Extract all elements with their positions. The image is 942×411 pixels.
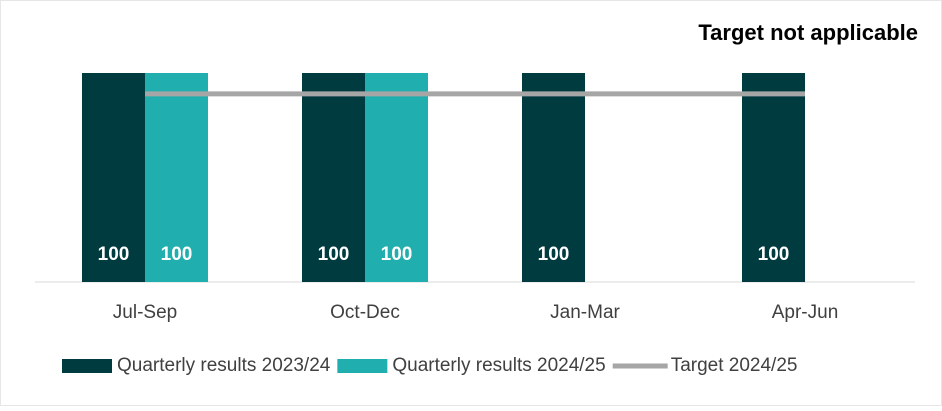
chart-title: Target not applicable <box>698 20 918 45</box>
legend-label: Quarterly results 2024/25 <box>392 355 605 376</box>
bar <box>302 73 365 282</box>
legend-swatch <box>337 359 388 373</box>
x-tick-label: Apr-Jun <box>772 302 839 323</box>
legend-label: Target 2024/25 <box>671 355 798 376</box>
bar <box>82 73 145 282</box>
data-label: 100 <box>538 244 570 265</box>
data-label: 100 <box>98 244 130 265</box>
x-tick-label: Jan-Mar <box>550 302 620 323</box>
x-tick-label: Jul-Sep <box>113 302 177 323</box>
data-label: 100 <box>318 244 350 265</box>
bar <box>742 73 805 282</box>
bar <box>522 73 585 282</box>
x-tick-label: Oct-Dec <box>330 302 400 323</box>
bar <box>365 73 428 282</box>
data-label: 100 <box>758 244 790 265</box>
legend-swatch <box>62 359 112 373</box>
bar <box>145 73 208 282</box>
data-label: 100 <box>381 244 413 265</box>
legend-label: Quarterly results 2023/24 <box>117 355 331 376</box>
data-label: 100 <box>161 244 193 265</box>
